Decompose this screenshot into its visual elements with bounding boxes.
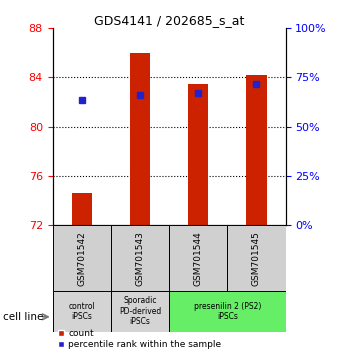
Bar (130, 53, 150, 225)
Text: Sporadic
PD-derived
iPSCs: Sporadic PD-derived iPSCs (119, 296, 161, 326)
FancyBboxPatch shape (53, 225, 111, 292)
FancyBboxPatch shape (53, 291, 111, 332)
FancyBboxPatch shape (169, 291, 286, 332)
Bar (188, 84, 208, 225)
Text: cell line: cell line (3, 312, 44, 322)
Bar (246, 75, 267, 225)
Text: GSM701543: GSM701543 (136, 231, 144, 286)
Text: presenilin 2 (PS2)
iPSCs: presenilin 2 (PS2) iPSCs (194, 302, 261, 321)
Text: GSM701544: GSM701544 (194, 231, 203, 286)
Bar (72, 193, 92, 225)
Text: GSM701545: GSM701545 (252, 231, 261, 286)
Legend: count, percentile rank within the sample: count, percentile rank within the sample (57, 329, 221, 349)
FancyBboxPatch shape (111, 291, 169, 332)
Text: GSM701542: GSM701542 (77, 231, 86, 286)
FancyBboxPatch shape (111, 225, 169, 292)
Title: GDS4141 / 202685_s_at: GDS4141 / 202685_s_at (94, 14, 244, 27)
Text: control
iPSCs: control iPSCs (68, 302, 95, 321)
FancyBboxPatch shape (227, 225, 286, 292)
FancyBboxPatch shape (169, 225, 227, 292)
